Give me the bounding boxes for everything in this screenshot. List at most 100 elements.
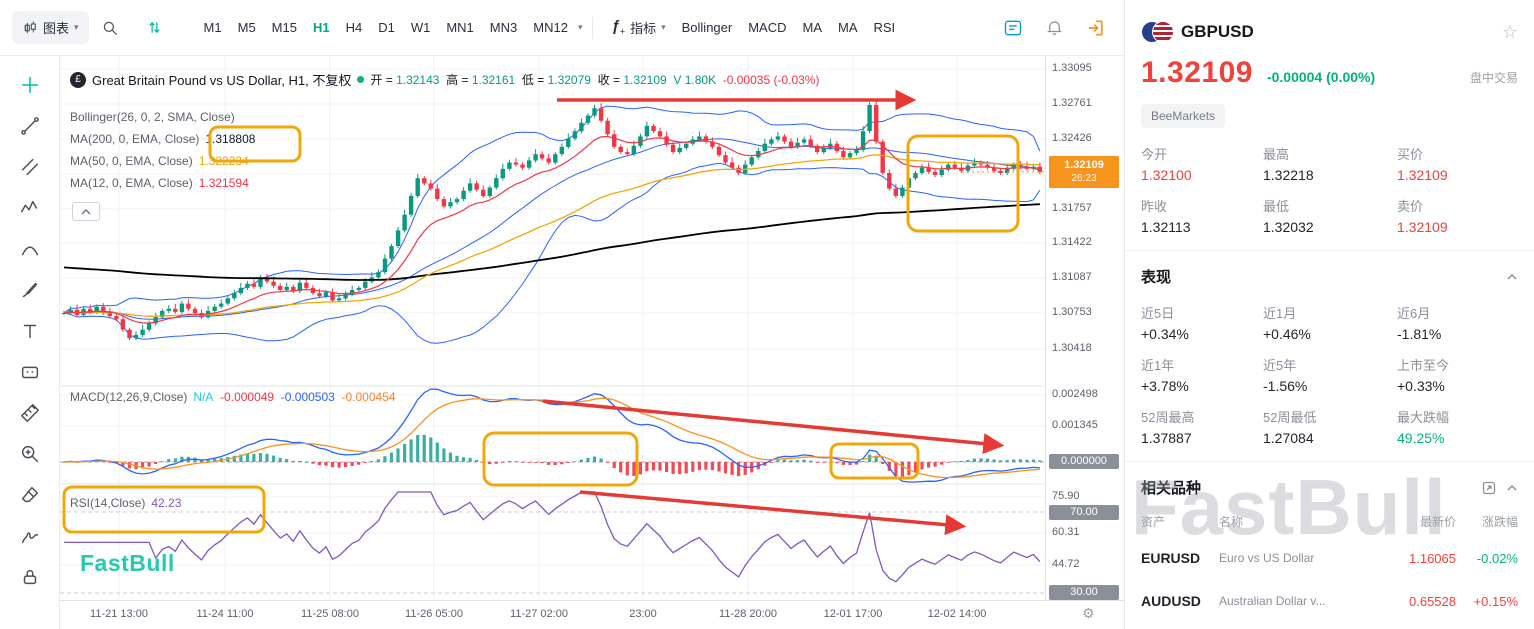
- indicators-button[interactable]: ƒ+ 指标 ▾: [603, 12, 673, 43]
- brush-tool[interactable]: [17, 277, 43, 303]
- indicator-shortcut-ma-3[interactable]: MA: [795, 14, 831, 41]
- compare-icon: [149, 22, 160, 33]
- chevron-up-icon[interactable]: [1506, 484, 1518, 492]
- performance-title: 表现: [1141, 269, 1172, 286]
- timeframe-m1[interactable]: M1: [196, 14, 230, 41]
- ruler-icon: [20, 404, 39, 422]
- time-axis-label: 23:00: [629, 608, 657, 620]
- divider: [1125, 250, 1534, 251]
- quote-stat-最高: 最高 1.32218: [1263, 147, 1314, 183]
- layouts-button[interactable]: [997, 12, 1029, 44]
- search-button[interactable]: [95, 13, 125, 43]
- bell-icon: [1047, 21, 1062, 36]
- indicator-shortcut-ma-4[interactable]: MA: [830, 14, 866, 41]
- rsi-axis-label: 75.90: [1052, 490, 1080, 502]
- related-header: 资产: [1141, 515, 1166, 529]
- parallel-channel-icon: [21, 158, 38, 176]
- ma200-value: 1.318808: [205, 132, 256, 146]
- arc-tool-tool[interactable]: [17, 236, 43, 262]
- timeframe-m15[interactable]: M15: [264, 14, 305, 41]
- bollinger-legend: Bollinger(26, 0, 2, SMA, Close): [70, 110, 235, 124]
- time-axis-label: 11-25 08:00: [301, 608, 359, 620]
- market-open-dot-icon: [357, 76, 365, 83]
- pattern-tool[interactable]: [17, 359, 43, 385]
- chart-region: £ Great Britain Pound vs US Dollar, H1, …: [60, 56, 1124, 629]
- crosshair-plus-icon: [21, 76, 38, 94]
- drawing-toolbar: [0, 56, 60, 629]
- time-axis[interactable]: ⚙ 11-21 13:00 11-24 11:00 11-25 08:00 11-26…: [60, 600, 1124, 629]
- chevron-up-icon: [81, 208, 91, 214]
- chevron-down-icon: ▾: [74, 22, 79, 32]
- sign-in-icon: [1088, 20, 1103, 36]
- sign-in-button[interactable]: [1080, 12, 1112, 44]
- related-header: 名称: [1219, 515, 1244, 529]
- parallel-channel-tool[interactable]: [17, 154, 43, 180]
- indicator-shortcut-rsi[interactable]: RSI: [866, 14, 904, 41]
- symbol-name: GBPUSD: [1181, 22, 1254, 41]
- chart-settings-gear-icon[interactable]: ⚙: [1082, 605, 1095, 621]
- expand-panel-icon[interactable]: [1482, 481, 1496, 495]
- timeframe-d1[interactable]: D1: [370, 14, 403, 41]
- macd-legend: MACD(12,26,9,Close) N/A -0.000049 -0.000…: [70, 390, 396, 404]
- ma200-legend: MA(200, 0, EMA, Close) 1.318808: [70, 132, 256, 146]
- rsi-70-badge: 70.00: [1049, 505, 1119, 520]
- timeframe-m5[interactable]: M5: [230, 14, 264, 41]
- pattern-icon: [21, 366, 38, 379]
- ma50-legend: MA(50, 0, EMA, Close) 1.322234: [70, 154, 249, 168]
- broker-badge[interactable]: BeeMarkets: [1141, 104, 1226, 128]
- chevron-down-icon: ▾: [661, 22, 666, 32]
- related-row-audusd[interactable]: AUDUSD Australian Dollar v... 0.65528 +0.15…: [1141, 593, 1518, 609]
- timeframe-mn3[interactable]: MN3: [482, 14, 525, 41]
- chart-type-menu[interactable]: 图表 ▾: [12, 11, 89, 44]
- indicator-shortcut-bollinger[interactable]: Bollinger: [674, 14, 741, 41]
- elliott-wave-tool[interactable]: [17, 195, 43, 221]
- quote-stat-昨收: 昨收 1.32113: [1141, 199, 1191, 235]
- related-title: 相关品种: [1141, 480, 1202, 497]
- crosshair-plus-tool[interactable]: [17, 72, 43, 98]
- arc-tool-icon: [21, 246, 38, 256]
- timeframe-mn12[interactable]: MN12: [525, 14, 576, 41]
- pane-collapse-button[interactable]: [72, 202, 100, 221]
- indicator-shortcut-macd[interactable]: MACD: [740, 14, 794, 41]
- performance-section-header: 表现: [1141, 266, 1518, 287]
- eraser-tool[interactable]: [17, 482, 43, 508]
- price-axis-label: 1.31757: [1052, 202, 1092, 214]
- performance-stat: 近1年 +3.78%: [1141, 358, 1189, 394]
- rsi-value: 42.23: [151, 496, 182, 510]
- timeframe-w1[interactable]: W1: [403, 14, 439, 41]
- related-row-eurusd[interactable]: EURUSD Euro vs US Dollar 1.16065 -0.02%: [1141, 550, 1518, 566]
- time-axis-label: 12-02 14:00: [927, 608, 987, 620]
- price-axis-label: 1.32426: [1052, 132, 1092, 144]
- symbol-icon: £: [70, 71, 86, 88]
- related-header: 最新价: [1419, 515, 1456, 529]
- timeframe-group: M1 M5 M15 H1 H4 D1 W1 MN1 MN3 MN12: [196, 14, 576, 41]
- lock-tool[interactable]: [17, 564, 43, 590]
- time-axis-label: 11-27 02:00: [510, 608, 568, 620]
- compare-button[interactable]: [139, 12, 170, 43]
- favorite-star-icon[interactable]: ☆: [1501, 21, 1518, 42]
- performance-stat: 近5日 +0.34%: [1141, 306, 1189, 342]
- timeframe-more-chevron-icon[interactable]: ▾: [577, 22, 583, 32]
- session-status: 盘中交易: [1469, 71, 1518, 85]
- price-axis[interactable]: 1.32109 26:23 0.000000 70.00 30.00 1.330…: [1045, 56, 1124, 600]
- ruler-tool[interactable]: [17, 400, 43, 426]
- performance-stat: 近5年 -1.56%: [1263, 358, 1308, 394]
- zoom-in-tool[interactable]: [17, 441, 43, 467]
- timeframe-h4[interactable]: H4: [338, 14, 371, 41]
- price-axis-label: 1.30753: [1052, 306, 1092, 318]
- price-axis-label: 1.31422: [1052, 236, 1092, 248]
- trend-line-tool[interactable]: [17, 113, 43, 139]
- indicator-shortcuts: Bollinger MACD MA MA RSI: [674, 14, 904, 41]
- brush-icon: [22, 282, 37, 298]
- timeframe-mn1[interactable]: MN1: [438, 14, 481, 41]
- price-axis-label: 1.30418: [1052, 342, 1092, 354]
- alerts-button[interactable]: [1039, 12, 1070, 43]
- macd-zero-badge: 0.000000: [1049, 454, 1119, 469]
- timeframe-h1[interactable]: H1: [305, 14, 338, 41]
- text-tool-tool[interactable]: [17, 318, 43, 344]
- ohlc-values: 开 = 1.32143 高 = 1.32161 低 = 1.32079 收 = …: [370, 73, 820, 87]
- signature-tool[interactable]: [17, 523, 43, 549]
- chevron-up-icon[interactable]: [1506, 273, 1518, 281]
- current-price-badge: 1.32109 26:23: [1049, 156, 1119, 188]
- trend-line-icon: [20, 117, 39, 135]
